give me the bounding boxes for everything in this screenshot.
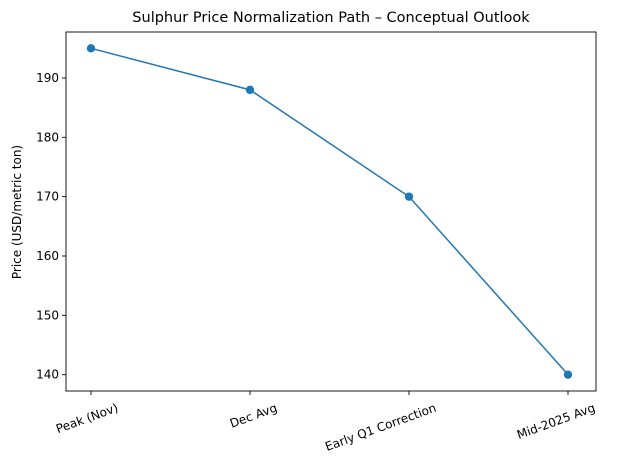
data-point-marker (563, 370, 573, 379)
y-axis-label: Price (USD/metric ton) (10, 145, 24, 279)
axes-frame (65, 31, 597, 392)
y-tick-label: 140 (36, 368, 59, 382)
data-point-marker (86, 44, 96, 53)
x-tick-label: Mid-2025 Avg (515, 401, 597, 442)
x-tick-label: Early Q1 Correction (323, 401, 438, 454)
series-line (90, 47, 569, 376)
x-tick-label: Dec Avg (228, 401, 279, 431)
y-tick-label: 190 (36, 71, 59, 85)
chart-title: Sulphur Price Normalization Path – Conce… (132, 10, 530, 26)
y-tick-label: 160 (36, 249, 59, 263)
plot-area: 140 150 160 170 180 190 Peak (Nov) Dec Avg Early… (36, 31, 597, 454)
y-tick-label: 150 (36, 308, 59, 322)
y-tick-label: 180 (36, 130, 59, 144)
data-point-marker (404, 192, 414, 201)
data-point-marker (245, 85, 255, 95)
x-tick-label: Peak (Nov) (54, 401, 120, 436)
y-tick-label: 170 (36, 190, 59, 204)
